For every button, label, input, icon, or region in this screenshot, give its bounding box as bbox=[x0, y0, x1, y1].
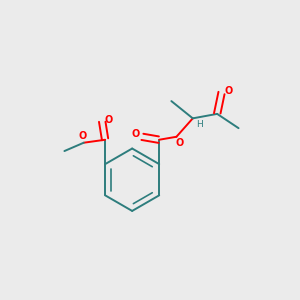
Text: O: O bbox=[105, 115, 113, 125]
Text: H: H bbox=[196, 120, 203, 129]
Text: O: O bbox=[131, 129, 140, 140]
Text: O: O bbox=[175, 138, 184, 148]
Text: O: O bbox=[224, 86, 232, 96]
Text: O: O bbox=[78, 131, 86, 141]
